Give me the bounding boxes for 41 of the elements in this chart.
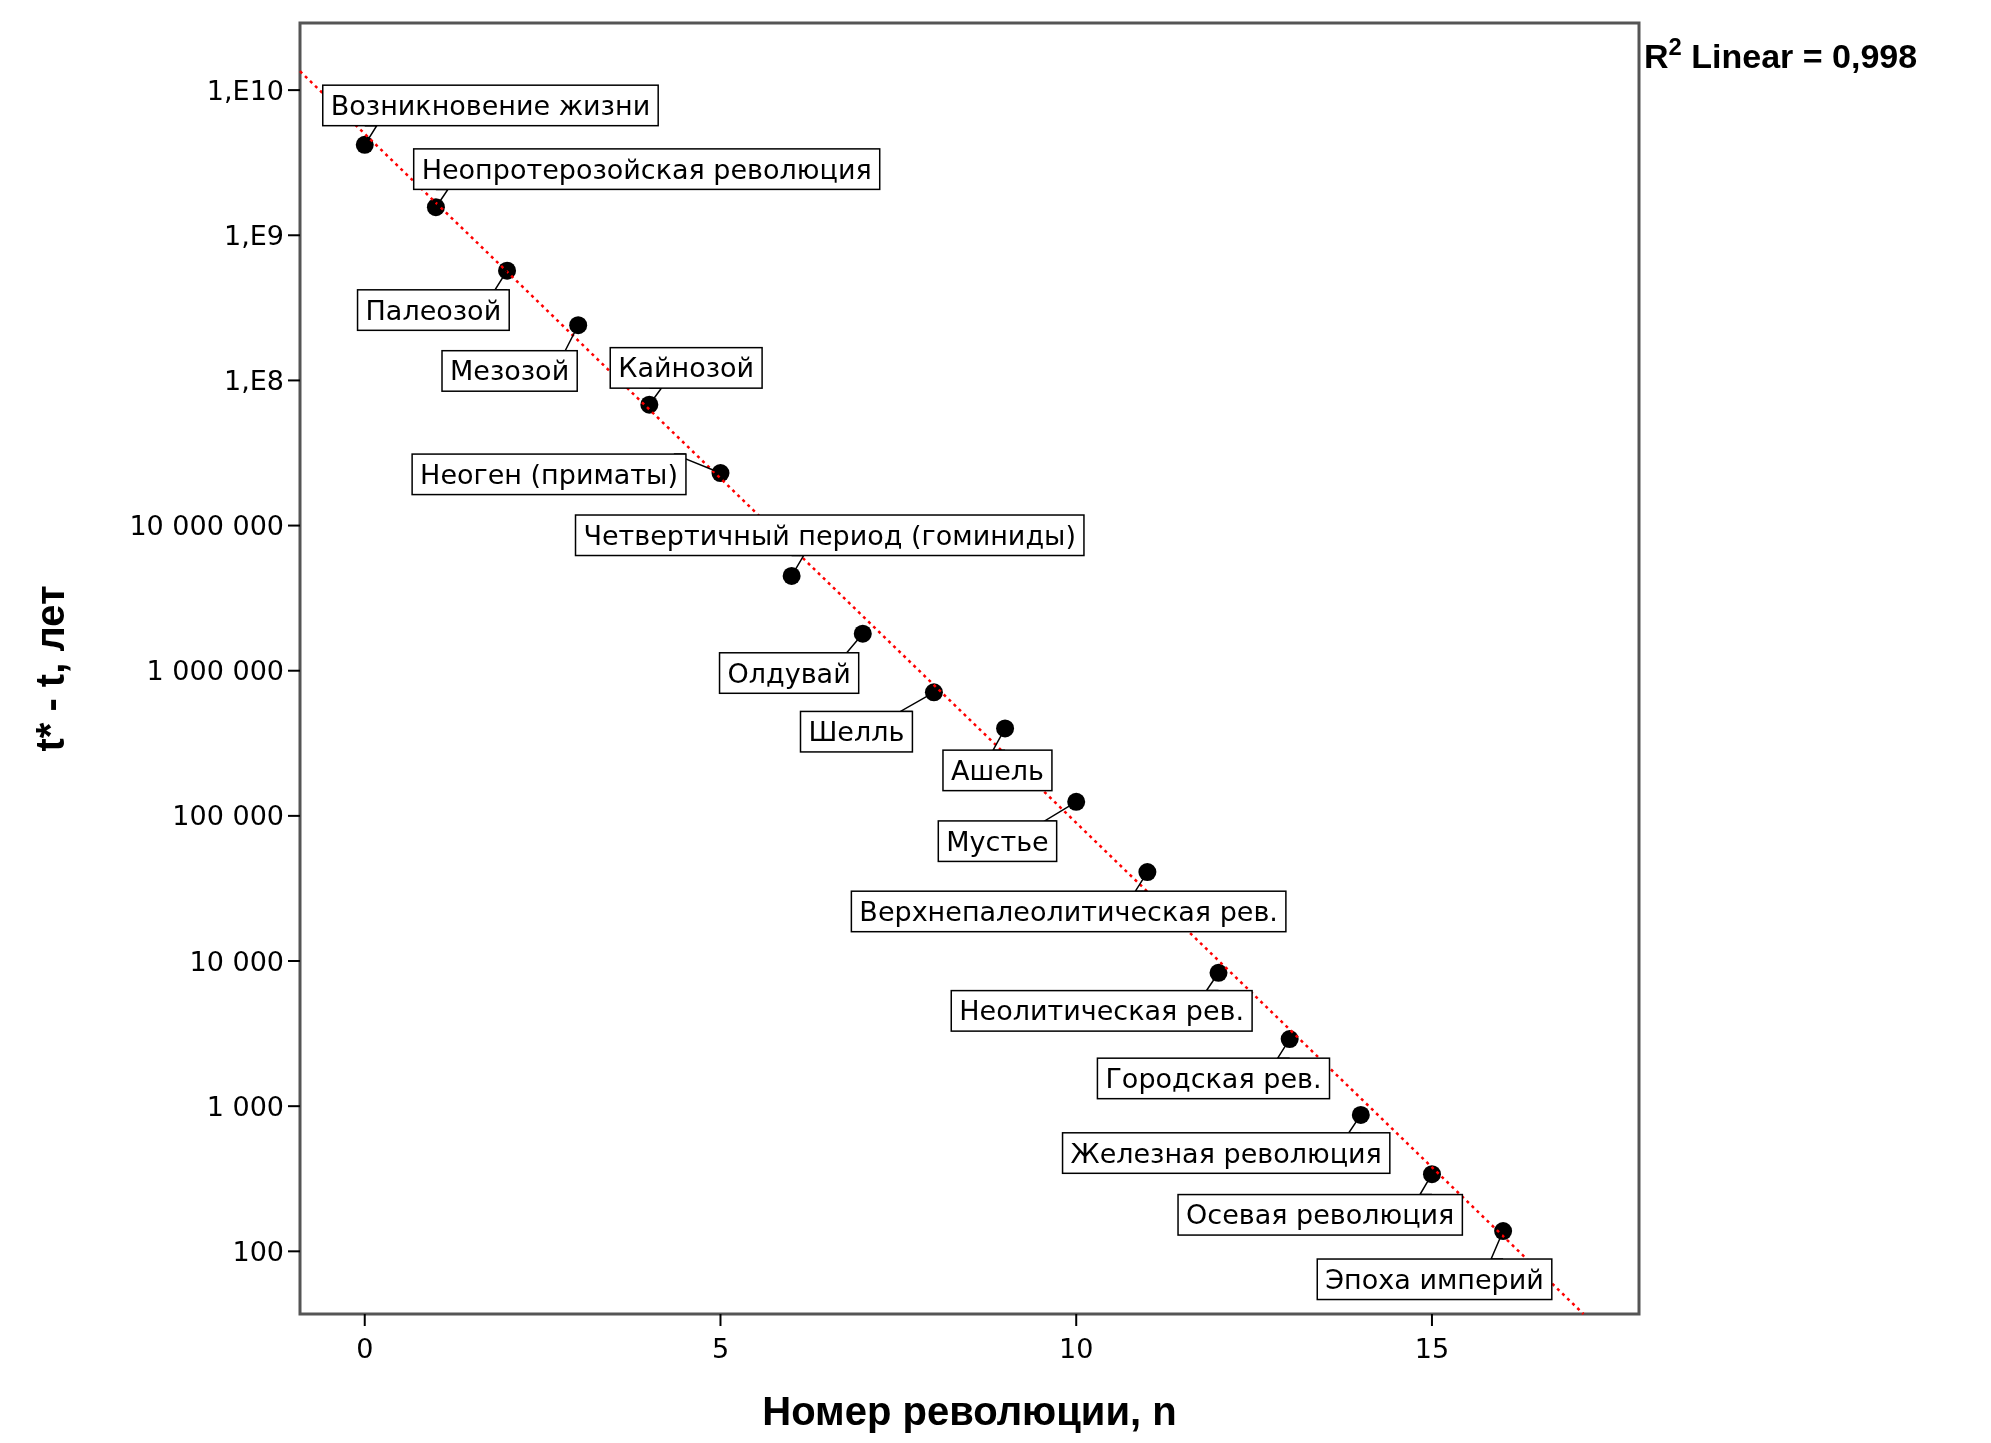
y-tick-label: 10 000 000: [129, 510, 284, 542]
point: [569, 316, 588, 335]
annotation: Ашель: [950, 754, 1044, 786]
annotation: Олдувай: [727, 657, 851, 689]
y-tick-label: 1,E10: [206, 74, 284, 106]
annotation: Осевая революция: [1186, 1199, 1455, 1231]
y-tick-label: 1,E9: [224, 219, 284, 251]
annotation: Неопротерозойская революция: [421, 153, 872, 185]
point: [782, 566, 801, 585]
annotation: Мустье: [946, 825, 1049, 857]
point: [853, 624, 872, 643]
annotation: Неоген (приматы): [420, 458, 678, 490]
point: [996, 719, 1015, 738]
point: [1351, 1105, 1370, 1124]
y-tick-label: 100 000: [172, 800, 284, 832]
y-tick-label: 10 000: [189, 945, 284, 977]
annotation: Городская рев.: [1105, 1062, 1322, 1094]
text: R$^{2}$ Linear = 0,998: [1644, 32, 1918, 75]
annotation: Возникновение жизни: [330, 89, 651, 121]
annotation: Эпоха империй: [1325, 1263, 1544, 1295]
point: [1138, 863, 1157, 882]
annotation: Мезозой: [450, 355, 570, 387]
x-tick-label: 0: [356, 1333, 374, 1364]
y-axis-title: t* - t, лет: [28, 585, 72, 752]
annotation: Четвертичный период (гоминиды): [583, 519, 1076, 551]
annotation: Неолитическая рев.: [959, 995, 1245, 1027]
annotation: Кайнозой: [618, 352, 755, 384]
point: [1067, 792, 1086, 811]
x-tick-label: 10: [1059, 1333, 1094, 1364]
annotation: Шелль: [808, 716, 905, 748]
y-tick-label: 100: [232, 1235, 284, 1267]
annotation: Верхнепалеолитическая рев.: [859, 895, 1278, 927]
x-axis-title: Номер революции, n: [762, 1389, 1177, 1433]
annotation: Железная революция: [1070, 1137, 1382, 1169]
y-tick-label: 1 000 000: [146, 655, 284, 687]
point: [1209, 963, 1228, 982]
y-tick-label: 1,E8: [224, 364, 284, 396]
annotation: Палеозой: [365, 294, 502, 326]
x-tick-label: 15: [1414, 1333, 1450, 1364]
y-tick-label: 1 000: [206, 1090, 284, 1122]
x-tick-label: 5: [711, 1333, 730, 1364]
